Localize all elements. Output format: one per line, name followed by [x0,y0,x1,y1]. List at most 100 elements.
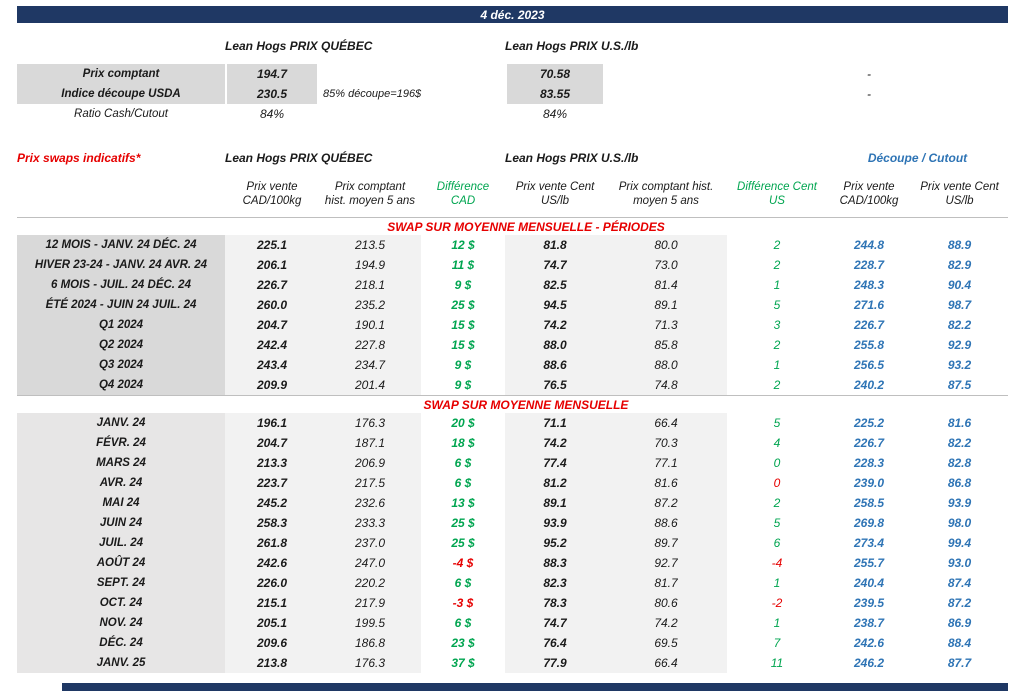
cell-diff-us: -4 [771,556,783,570]
cell-qc-hist: 199.5 [319,613,421,633]
cell-diff-cad: 15 $ [451,338,475,352]
cell-qc-hist: 187.1 [319,433,421,453]
month-label: SEPT. 24 [17,573,225,593]
cell-diff-us: 1 [773,616,781,630]
cell-diff-us: 5 [773,516,781,530]
cell-diff-cad: 9 $ [454,278,472,292]
cell-diff-cad: 37 $ [451,656,475,670]
cell-diff-cad: 20 $ [451,416,475,430]
cell-qc-sell: 223.7 [225,473,319,493]
cell-cutout-cad: 273.4 [853,536,885,550]
cell-us-sell: 82.3 [505,573,605,593]
cell-qc-hist: 234.7 [319,355,421,375]
cell-cutout-cad: 238.7 [853,616,885,630]
cutout-title: Découpe / Cutout [867,151,968,165]
cell-cutout-cad: 226.7 [853,436,885,450]
cell-us-hist: 73.0 [605,255,727,275]
spot-row: Ratio Cash/Cutout 84% 84% [17,104,1008,124]
period-label: ÉTÉ 2024 - JUIN 24 JUIL. 24 [17,295,225,315]
quebec-price-title: Lean Hogs PRIX QUÉBEC [225,39,373,53]
cell-us-sell: 95.2 [505,533,605,553]
cell-cutout-us: 87.4 [947,576,972,590]
swaps-title: Prix swaps indicatifs* [17,151,141,165]
spot-row-label: Indice découpe USDA [17,84,225,104]
cell-cutout-us: 87.2 [947,596,972,610]
cell-cutout-cad: 256.5 [853,358,885,372]
cell-qc-sell: 258.3 [225,513,319,533]
cell-diff-us: 6 [773,536,781,550]
cell-qc-sell: 225.1 [225,235,319,255]
swap-row: DÉC. 24 209.6 186.8 23 $ 76.4 69.5 7 242.6 88.4 [17,633,1008,653]
cell-diff-us: 7 [773,636,781,650]
swap-row: Q2 2024 242.4 227.8 15 $ 88.0 85.8 2 255.8 92.9 [17,335,1008,355]
cell-cutout-us: 93.0 [947,556,972,570]
cell-cutout-us: 98.0 [947,516,972,530]
month-label: MAI 24 [17,493,225,513]
cell-cutout-cad: 271.6 [853,298,885,312]
column-headers: Prix vente CAD/100kg Prix comptant hist.… [17,174,1008,218]
month-label: AOÛT 24 [17,553,225,573]
cell-diff-us: 11 [770,656,784,670]
period-label: HIVER 23-24 - JANV. 24 AVR. 24 [17,255,225,275]
spot-right-dash: - [867,87,871,101]
month-label: OCT. 24 [17,593,225,613]
swap-row: Q1 2024 204.7 190.1 15 $ 74.2 71.3 3 226.7 82.2 [17,315,1008,335]
swap-row: Q4 2024 209.9 201.4 9 $ 76.5 74.8 2 240.2 87.5 [17,375,1008,395]
spot-section: Prix comptant 194.7 70.58 - Indice décou… [17,64,1008,124]
report-date: 4 déc. 2023 [480,7,545,22]
cell-us-sell: 74.7 [505,613,605,633]
cell-us-sell: 74.2 [505,315,605,335]
spot-us-value: 83.55 [507,84,603,104]
cell-diff-cad: 9 $ [454,358,472,372]
cell-qc-sell: 215.1 [225,593,319,613]
cell-diff-us: 3 [773,318,781,332]
cell-qc-hist: 194.9 [319,255,421,275]
cell-cutout-cad: 269.8 [853,516,885,530]
section-title: SWAP SUR MOYENNE MENSUELLE [423,397,629,412]
cell-diff-us: 0 [773,456,781,470]
cell-us-sell: 77.9 [505,653,605,673]
spot-right-dash [827,104,911,124]
cell-us-sell: 88.6 [505,355,605,375]
quebec-swaps-title: Lean Hogs PRIX QUÉBEC [225,151,373,165]
cell-cutout-us: 92.9 [947,338,972,352]
cell-qc-sell: 242.6 [225,553,319,573]
cell-cutout-us: 81.6 [947,416,972,430]
cell-diff-cad: -4 $ [452,556,474,570]
month-label: DÉC. 24 [17,633,225,653]
cell-qc-sell: 245.2 [225,493,319,513]
footer-bar [62,683,1008,691]
cell-cutout-cad: 240.2 [853,378,885,392]
spot-us-value: 70.58 [507,64,603,84]
cell-qc-hist: 176.3 [319,653,421,673]
cell-diff-cad: 23 $ [451,636,475,650]
spot-qc-value: 84% [259,107,285,121]
swap-row: JANV. 24 196.1 176.3 20 $ 71.1 66.4 5 225.2 81.6 [17,413,1008,433]
cell-qc-sell: 226.7 [225,275,319,295]
cell-us-hist: 81.7 [605,573,727,593]
cell-qc-hist: 233.3 [319,513,421,533]
swap-row: Q3 2024 243.4 234.7 9 $ 88.6 88.0 1 256.5 93.2 [17,355,1008,375]
cell-diff-cad: 12 $ [451,238,475,252]
cell-us-hist: 66.4 [605,653,727,673]
cell-qc-sell: 213.8 [225,653,319,673]
col-header-cutout-cad: Prix vente CAD/100kg [839,180,899,207]
us-swaps-title: Lean Hogs PRIX U.S./lb [505,151,639,165]
cell-cutout-cad: 244.8 [853,238,885,252]
cell-us-sell: 88.3 [505,553,605,573]
cell-us-hist: 81.6 [605,473,727,493]
cell-us-sell: 78.3 [505,593,605,613]
cell-cutout-cad: 239.5 [853,596,885,610]
cell-cutout-cad: 255.8 [853,338,885,352]
cell-cutout-us: 82.8 [947,456,972,470]
cell-qc-hist: 218.1 [319,275,421,295]
cell-us-hist: 66.4 [605,413,727,433]
period-label: 6 MOIS - JUIL. 24 DÉC. 24 [17,275,225,295]
cell-qc-sell: 209.9 [225,375,319,395]
cell-us-sell: 93.9 [505,513,605,533]
cell-cutout-us: 88.4 [947,636,972,650]
month-label: JANV. 25 [17,653,225,673]
month-label: FÉVR. 24 [17,433,225,453]
month-label: MARS 24 [17,453,225,473]
col-header-diff-us: Différence Cent US [737,180,817,207]
